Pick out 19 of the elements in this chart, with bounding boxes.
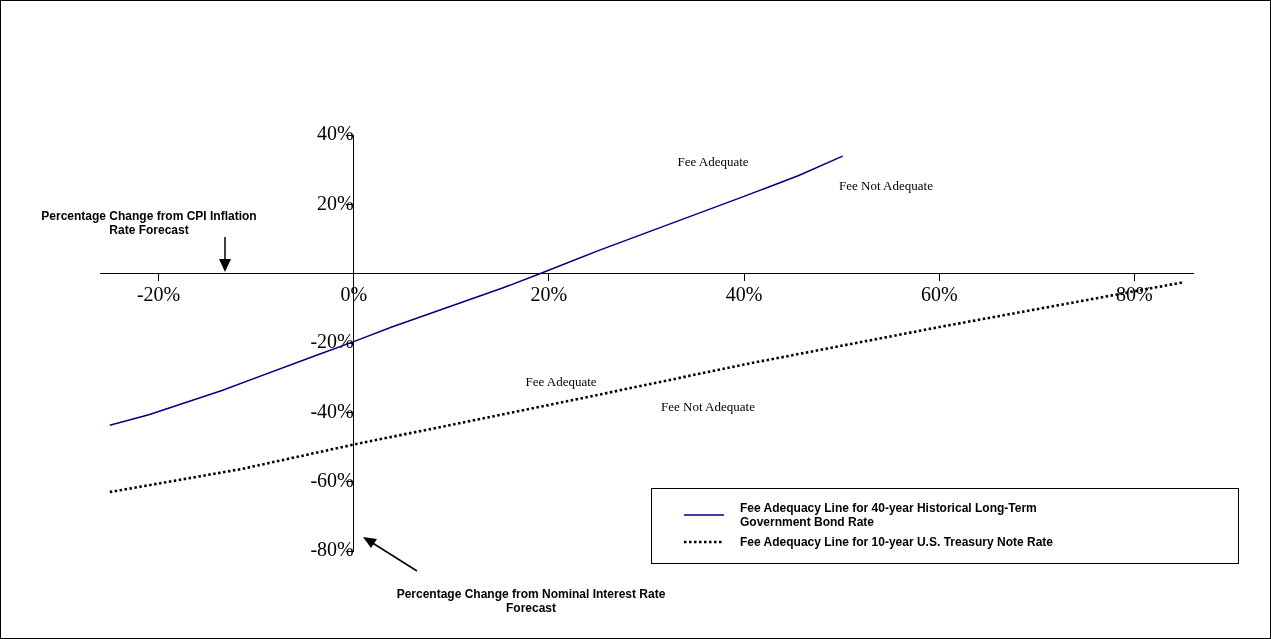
x-tick-label: 60% [920, 282, 958, 305]
legend-label: Fee Adequacy Line for 10-year U.S. Treasury Note Rate [740, 535, 1054, 549]
y-tick-label: 20% [317, 191, 354, 214]
x-axis-title: Percentage Change from CPI Inflation Rate Forecast [40, 209, 258, 237]
annotation: Fee Adequate [525, 374, 597, 390]
y-tick-label: -20% [310, 330, 354, 353]
legend-label: Fee Adequacy Line for 40-year Historical Long-Term Government Bond Rate [740, 501, 1038, 529]
y-tick-label: -40% [310, 399, 354, 422]
annotation: Fee Not Adequate [661, 399, 755, 415]
annotation: Fee Not Adequate [839, 178, 933, 194]
annotation: Fee Adequate [677, 154, 749, 170]
x-tick-label: 40% [725, 282, 763, 305]
y-tick-label: 40% [317, 122, 354, 145]
x-tick-label: 20% [530, 282, 568, 305]
x-tick-label: 80% [1116, 282, 1153, 305]
y-tick-label: -80% [310, 538, 354, 561]
text: Percentage Change from Nominal Interest Rate Forecast [396, 587, 666, 615]
x-tick-label: -20% [136, 282, 181, 305]
y-tick-label: -60% [310, 468, 354, 491]
